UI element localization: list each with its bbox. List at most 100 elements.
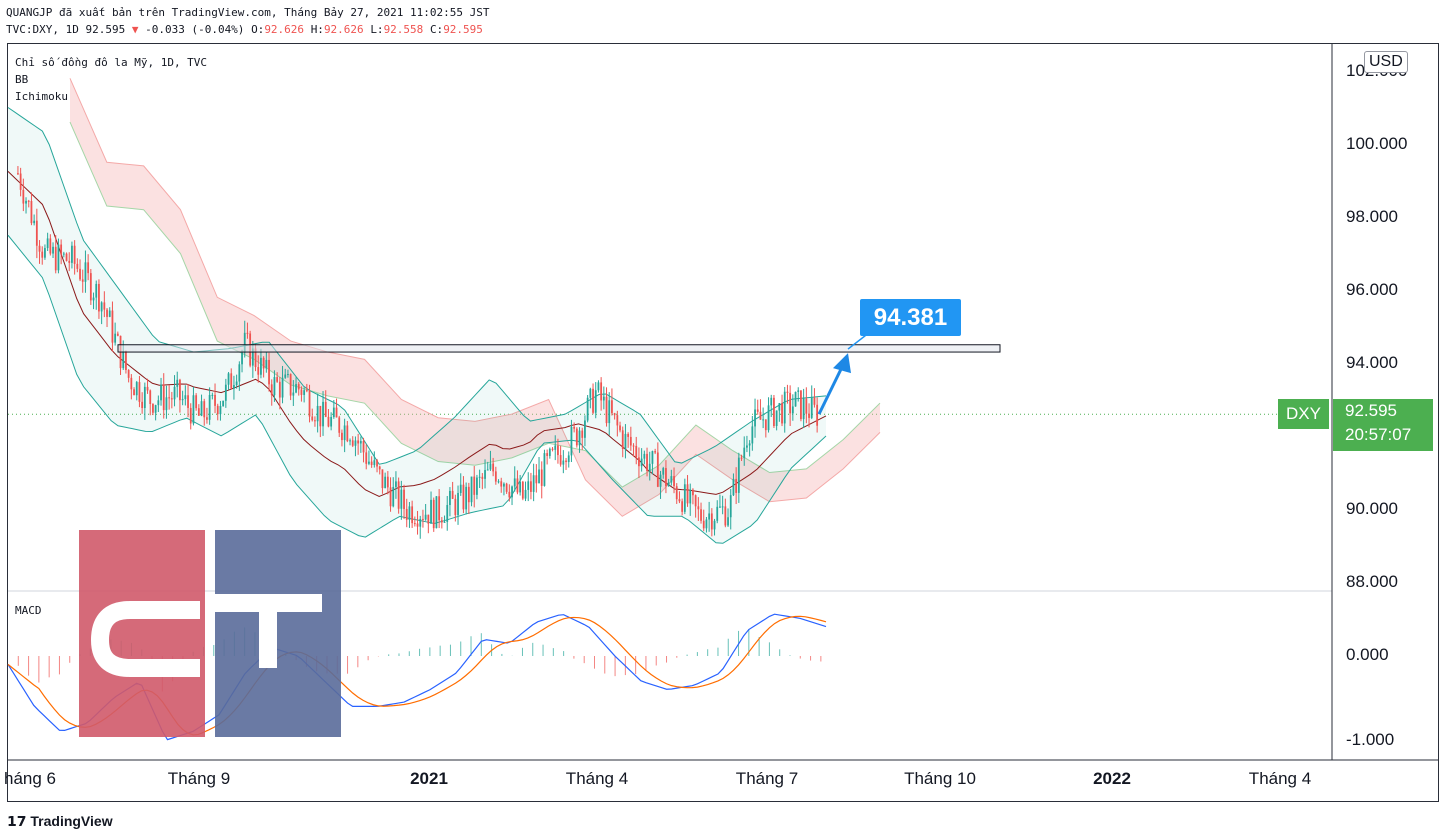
candle-body (322, 401, 324, 427)
candle-body (470, 476, 473, 503)
candle-body (770, 397, 773, 406)
candle-body (459, 484, 462, 493)
candle-body (143, 386, 146, 409)
candle-body (800, 390, 802, 420)
low-label: L: (370, 23, 384, 36)
candle-body (427, 514, 430, 524)
tradingview-brand[interactable]: 𝟭𝟳 TradingView (7, 813, 113, 830)
candle-body (783, 391, 786, 424)
target-price-callout[interactable]: 94.381 (860, 299, 961, 336)
time-label: Tháng 9 (167, 769, 231, 788)
candle-body (197, 408, 200, 416)
candle-body (227, 373, 230, 385)
candle-body (567, 455, 570, 463)
candle-body (724, 506, 727, 526)
candle-body (713, 520, 716, 530)
down-arrow-icon: ▼ (131, 23, 139, 36)
candle-body (759, 411, 762, 420)
candle-body (403, 489, 405, 509)
symbol-label: TVC:DXY, 1D 92.595 (6, 23, 126, 36)
candle-body (46, 238, 49, 249)
candle-body (411, 506, 414, 524)
candle-body (594, 390, 597, 413)
candle-body (762, 419, 765, 421)
bar-countdown: 20:57:07 (1345, 425, 1412, 444)
candle-body (692, 489, 694, 496)
candle-body (486, 469, 489, 471)
legend-bb[interactable]: BB (15, 73, 29, 86)
legend-ichimoku[interactable]: Ichimoku (15, 90, 68, 103)
candle-body (179, 379, 181, 401)
candle-body (251, 348, 254, 366)
candle-body (624, 433, 627, 449)
candle-body (584, 420, 586, 438)
candle-body (686, 484, 689, 504)
last-price-tag: 92.595 20:57:07 (1333, 399, 1433, 451)
candle-body (224, 384, 227, 401)
candle-body (683, 484, 686, 512)
currency-button[interactable]: USD (1364, 51, 1408, 73)
candle-body (575, 428, 578, 446)
candle-body (54, 246, 57, 271)
time-label: háng 6 (4, 769, 56, 788)
candle-body (397, 481, 400, 509)
candle-body (629, 436, 632, 446)
candle-body (392, 486, 395, 507)
candle-body (551, 448, 554, 450)
candle-body (203, 401, 206, 418)
candle-body (640, 458, 643, 467)
candle-body (211, 394, 214, 396)
price-tick: 100.000 (1346, 134, 1408, 153)
candle-body (135, 382, 138, 396)
open-value: 92.626 (264, 23, 305, 36)
candle-body (543, 453, 546, 486)
candle-body (613, 413, 616, 416)
candle-body (233, 385, 235, 389)
tradingview-logo-icon: 𝟭𝟳 (7, 813, 31, 829)
candle-body (378, 466, 381, 470)
candle-body (100, 302, 103, 312)
candle-body (643, 453, 646, 459)
candle-body (689, 489, 692, 504)
high-label: H: (310, 23, 324, 36)
candle-body (187, 395, 189, 408)
candle-body (424, 514, 427, 520)
candle-body (368, 461, 370, 464)
candle-body (708, 513, 711, 520)
candle-body (162, 384, 165, 411)
candle-body (773, 397, 775, 427)
candle-body (173, 386, 176, 400)
candle-body (748, 443, 751, 446)
candle-body (716, 506, 719, 521)
candle-body (597, 382, 600, 391)
candle-body (41, 251, 44, 258)
candle-body (324, 401, 327, 417)
candle-body (497, 481, 500, 483)
candle-body (673, 476, 675, 487)
candle-body (60, 244, 63, 255)
candle-body (678, 499, 681, 502)
candle-body (764, 419, 767, 431)
candle-body (519, 481, 522, 493)
candle-body (254, 348, 257, 368)
candle-body (508, 491, 511, 498)
candle-body (87, 262, 90, 274)
candle-body (376, 460, 378, 467)
target-arrow-head (833, 353, 851, 374)
candle-body (646, 453, 648, 472)
candle-body (230, 373, 233, 389)
candle-body (273, 377, 276, 396)
candle-body (84, 262, 87, 282)
candle-body (389, 487, 392, 507)
symbol-price-tag: DXY (1278, 399, 1329, 429)
candle-body (297, 384, 300, 390)
candle-body (346, 425, 349, 442)
candle-body (303, 390, 306, 395)
candle-body (554, 445, 557, 450)
candle-body (791, 406, 794, 414)
legend-macd[interactable]: MACD (15, 604, 42, 617)
last-price-value: 92.595 (1345, 401, 1397, 420)
candle-body (22, 189, 25, 204)
candle-body (68, 260, 71, 263)
